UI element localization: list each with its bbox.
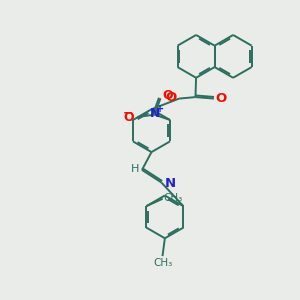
- Text: H: H: [131, 164, 140, 174]
- Text: CH₃: CH₃: [164, 193, 183, 203]
- Text: O: O: [215, 92, 226, 105]
- Text: N: N: [150, 107, 160, 120]
- Text: O: O: [166, 92, 177, 104]
- Text: CH₃: CH₃: [154, 259, 173, 269]
- Text: −: −: [123, 106, 133, 119]
- Text: O: O: [123, 111, 134, 124]
- Text: O: O: [162, 89, 172, 102]
- Text: N: N: [164, 177, 175, 190]
- Text: +: +: [156, 104, 164, 114]
